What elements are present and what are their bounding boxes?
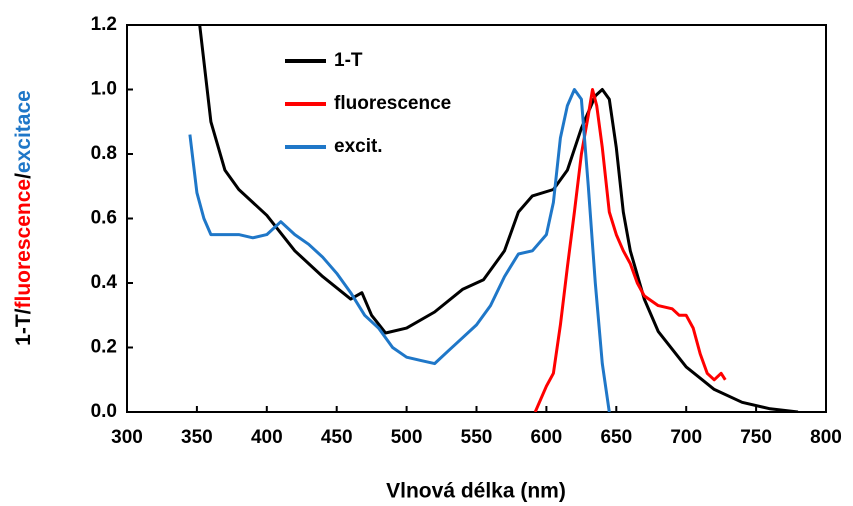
- y-tick-label: 0.0: [91, 401, 117, 422]
- series-line: [198, 25, 799, 412]
- x-axis-title: Vlnová délka (nm): [386, 480, 566, 503]
- legend-label: fluorescence: [334, 93, 451, 114]
- legend-label: excit.: [334, 136, 383, 157]
- y-tick-label: 1.2: [91, 14, 117, 35]
- legend-label: 1-T: [334, 50, 363, 71]
- x-tick-label: 650: [600, 427, 632, 448]
- x-tick-label: 500: [391, 427, 423, 448]
- x-tick-label: 400: [251, 427, 283, 448]
- x-tick-label: 700: [670, 427, 702, 448]
- y-tick-label: 0.2: [91, 337, 117, 358]
- x-tick-label: 750: [740, 427, 772, 448]
- series-line: [533, 88, 727, 412]
- y-axis-title-part: excitace: [12, 90, 35, 173]
- y-tick-label: 1.0: [91, 79, 117, 100]
- x-tick-label: 450: [321, 427, 353, 448]
- x-tick-label: 600: [531, 427, 563, 448]
- x-tick-label: 300: [111, 427, 143, 448]
- y-tick-label: 0.4: [91, 272, 118, 293]
- y-axis-title-part: /: [12, 173, 35, 179]
- y-tick-label: 0.6: [91, 208, 117, 229]
- y-tick-label: 0.8: [91, 143, 117, 164]
- y-axis-title: 1-T/fluorescence/excitace: [12, 90, 35, 346]
- plot-frame: [126, 24, 827, 413]
- y-axis-title-part: 1-T/: [12, 308, 35, 346]
- series-line: [188, 88, 611, 412]
- x-tick-label: 800: [810, 427, 842, 448]
- x-tick-label: 350: [181, 427, 213, 448]
- x-tick-label: 550: [461, 427, 493, 448]
- y-axis-title-part: fluorescence: [12, 179, 35, 309]
